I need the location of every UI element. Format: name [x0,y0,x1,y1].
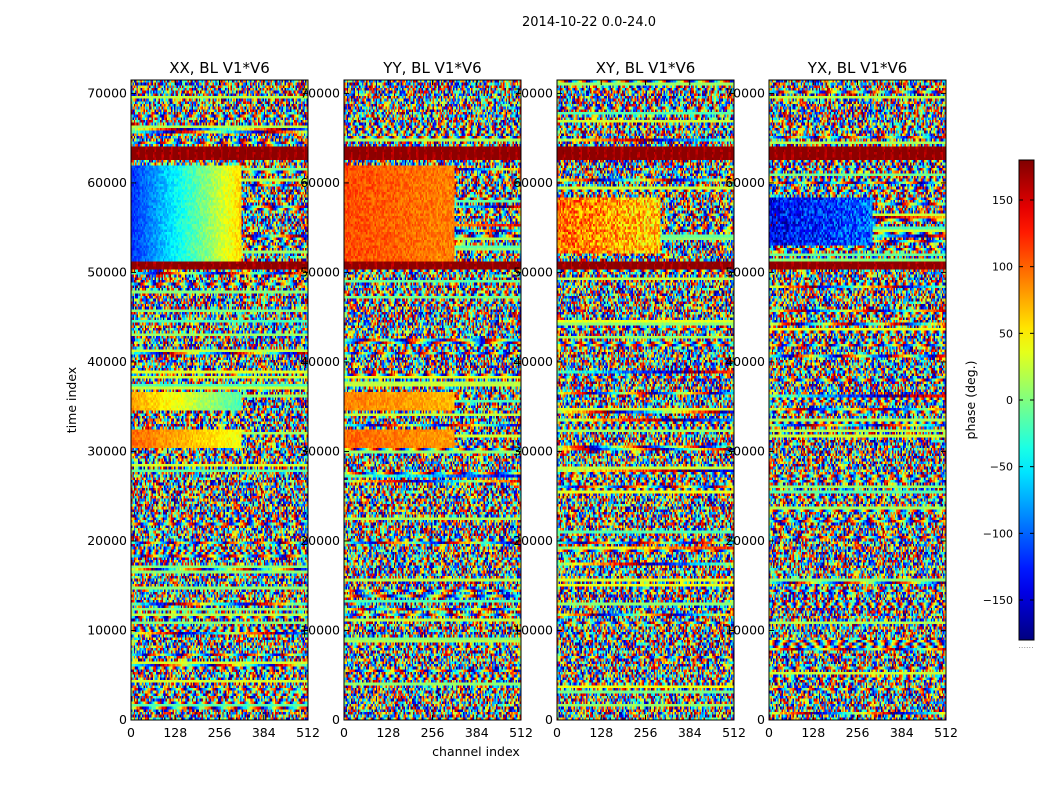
y-tick-label: 0 [332,712,340,727]
panel-4-heatmap [769,80,946,720]
y-tick-label: 60000 [87,175,127,190]
y-tick-label: 20000 [87,533,127,548]
figure-title: 2014-10-22 0.0-24.0 [522,15,656,30]
panel-3-heatmap [557,80,734,720]
y-tick-label: 0 [119,712,127,727]
y-tick-label: 30000 [300,443,340,458]
y-tick-label: 60000 [725,175,765,190]
panel-2-heatmap [344,80,521,720]
colorbar-tick-label: −50 [990,461,1013,474]
x-tick-label: 0 [340,725,348,740]
y-tick-label: 40000 [725,354,765,369]
x-tick-label: 512 [934,725,958,740]
y-tick-label: 70000 [87,85,127,100]
y-tick-label: 30000 [513,443,553,458]
x-tick-label: 128 [589,725,613,740]
x-tick-label: 128 [801,725,825,740]
panel-1-heatmap [131,80,308,720]
y-tick-label: 10000 [513,622,553,637]
x-tick-label: 512 [722,725,746,740]
colorbar-bottom-label: ...... [1018,641,1033,650]
y-tick-label: 50000 [87,264,127,279]
y-tick-label: 30000 [87,443,127,458]
x-tick-label: 128 [163,725,187,740]
y-tick-label: 70000 [725,85,765,100]
x-tick-label: 0 [553,725,561,740]
panel-2: YY, BL V1*V6 0 128 256 384 512 0 10000 20000 3000… [300,59,533,740]
y-tick-label: 70000 [300,85,340,100]
y-tick-label: 70000 [513,85,553,100]
x-tick-label: 384 [890,725,914,740]
colorbar: 150 100 50 0 −50 −100 −150 [983,159,1035,641]
colorbar-tick-label: 150 [992,194,1013,207]
y-tick-label: 20000 [300,533,340,548]
x-tick-label: 384 [678,725,702,740]
panels: XX, BL V1*V6 0 128 256 384 512 0 10000 20000 3000… [87,59,958,740]
x-tick-label: 256 [846,725,870,740]
colorbar-tick-label: 0 [1006,394,1013,407]
y-tick-label: 50000 [300,264,340,279]
panel-1-title: XX, BL V1*V6 [169,59,270,77]
x-tick-label: 512 [509,725,533,740]
x-tick-label: 128 [376,725,400,740]
y-tick-label: 0 [545,712,553,727]
colorbar-tick-label: −150 [983,594,1013,607]
y-tick-label: 20000 [725,533,765,548]
y-tick-label: 60000 [300,175,340,190]
y-tick-label: 40000 [513,354,553,369]
colorbar-label: phase (deg.) [963,361,978,440]
y-tick-label: 10000 [725,622,765,637]
y-tick-label: 20000 [513,533,553,548]
panel-3-title: XY, BL V1*V6 [596,59,696,77]
x-tick-label: 256 [634,725,658,740]
x-tick-label: 512 [296,725,320,740]
y-tick-label: 10000 [87,622,127,637]
panel-4: YX, BL V1*V6 0 128 256 384 512 0 10000 20000 3000… [725,59,958,740]
y-tick-label: 0 [757,712,765,727]
x-tick-label: 0 [127,725,135,740]
y-tick-label: 60000 [513,175,553,190]
panel-2-title: YY, BL V1*V6 [382,59,481,77]
x-tick-label: 384 [465,725,489,740]
y-tick-label: 50000 [725,264,765,279]
x-tick-label: 0 [765,725,773,740]
y-tick-label: 50000 [513,264,553,279]
panel-1: XX, BL V1*V6 0 128 256 384 512 0 10000 20000 3000… [87,59,320,740]
y-tick-label: 40000 [300,354,340,369]
y-tick-label: 10000 [300,622,340,637]
panel-3: XY, BL V1*V6 0 128 256 384 512 0 10000 20000 3000… [513,59,746,740]
x-tick-label: 256 [421,725,445,740]
y-tick-label: 30000 [725,443,765,458]
x-tick-label: 384 [252,725,276,740]
panel-4-title: YX, BL V1*V6 [807,59,908,77]
colorbar-tick-label: 100 [992,261,1013,274]
x-axis-label: channel index [432,744,520,759]
y-axis-label: time index [64,367,79,433]
x-tick-label: 256 [208,725,232,740]
colorbar-tick-label: −100 [983,527,1013,540]
colorbar-tick-label: 50 [999,327,1013,340]
y-tick-label: 40000 [87,354,127,369]
